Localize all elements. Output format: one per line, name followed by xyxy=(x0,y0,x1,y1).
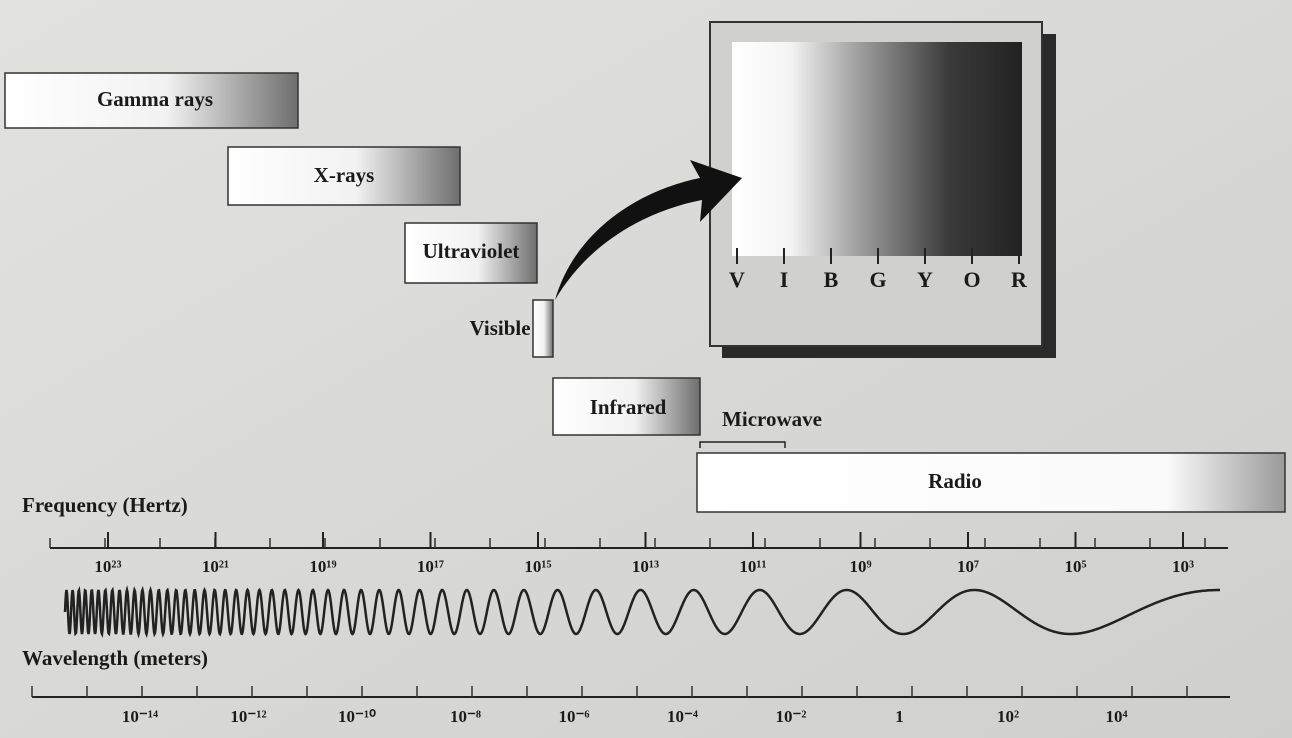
color-letter: O xyxy=(963,267,980,292)
page: V I B G Y O R Gamma rays X-rays Ultraviolet Visib… xyxy=(0,0,1292,738)
band-label: Radio xyxy=(928,469,982,493)
band-label: Gamma rays xyxy=(97,87,213,111)
frequency-title: Frequency (Hertz) xyxy=(22,493,188,517)
wavelength-tick-label: 10⁻¹⁴ xyxy=(122,707,158,726)
band-label: Visible xyxy=(469,316,530,340)
frequency-tick-label: 10⁷ xyxy=(957,557,979,576)
wavelength-tick-label: 10⁻⁶ xyxy=(558,707,589,726)
wavelength-tick-label: 10² xyxy=(997,707,1019,726)
frequency-tick-label: 10¹⁹ xyxy=(309,557,336,576)
band-box xyxy=(697,453,1285,512)
color-letter: Y xyxy=(917,267,933,292)
color-letter: B xyxy=(824,267,839,292)
color-letter: R xyxy=(1011,267,1028,292)
visible-gradient xyxy=(732,42,1022,256)
frequency-tick-label: 10⁵ xyxy=(1064,557,1086,576)
band-label: Ultraviolet xyxy=(423,239,520,263)
spectrum-diagram: V I B G Y O R Gamma rays X-rays Ultraviolet Visib… xyxy=(0,0,1292,738)
band-label: Infrared xyxy=(590,395,667,419)
wavelength-tick-label: 10⁻⁴ xyxy=(667,707,698,726)
color-letter: I xyxy=(780,267,789,292)
band-label: Microwave xyxy=(722,407,822,431)
wavelength-tick-label: 10⁻¹² xyxy=(230,707,266,726)
frequency-tick-label: 10³ xyxy=(1172,557,1194,576)
frequency-tick-label: 10²³ xyxy=(94,557,121,576)
frequency-tick-label: 10¹³ xyxy=(632,557,659,576)
color-letter: V xyxy=(729,267,745,292)
frequency-tick-label: 10¹¹ xyxy=(739,557,766,576)
band-label: X-rays xyxy=(314,163,375,187)
color-letter: G xyxy=(869,267,886,292)
wavelength-tick-label: 10⁻¹⁰ xyxy=(338,707,376,726)
wavelength-title: Wavelength (meters) xyxy=(22,646,208,670)
band-box xyxy=(533,300,553,357)
wavelength-tick-label: 10⁴ xyxy=(1105,707,1127,726)
wavelength-tick-label: 10⁻² xyxy=(775,707,806,726)
wavelength-tick-label: 10⁻⁸ xyxy=(450,707,481,726)
frequency-tick-label: 10⁹ xyxy=(849,557,871,576)
frequency-tick-label: 10²¹ xyxy=(202,557,229,576)
frequency-tick-label: 10¹⁵ xyxy=(524,557,551,576)
frequency-tick-label: 10¹⁷ xyxy=(417,557,444,576)
wavelength-tick-label: 1 xyxy=(895,707,904,726)
